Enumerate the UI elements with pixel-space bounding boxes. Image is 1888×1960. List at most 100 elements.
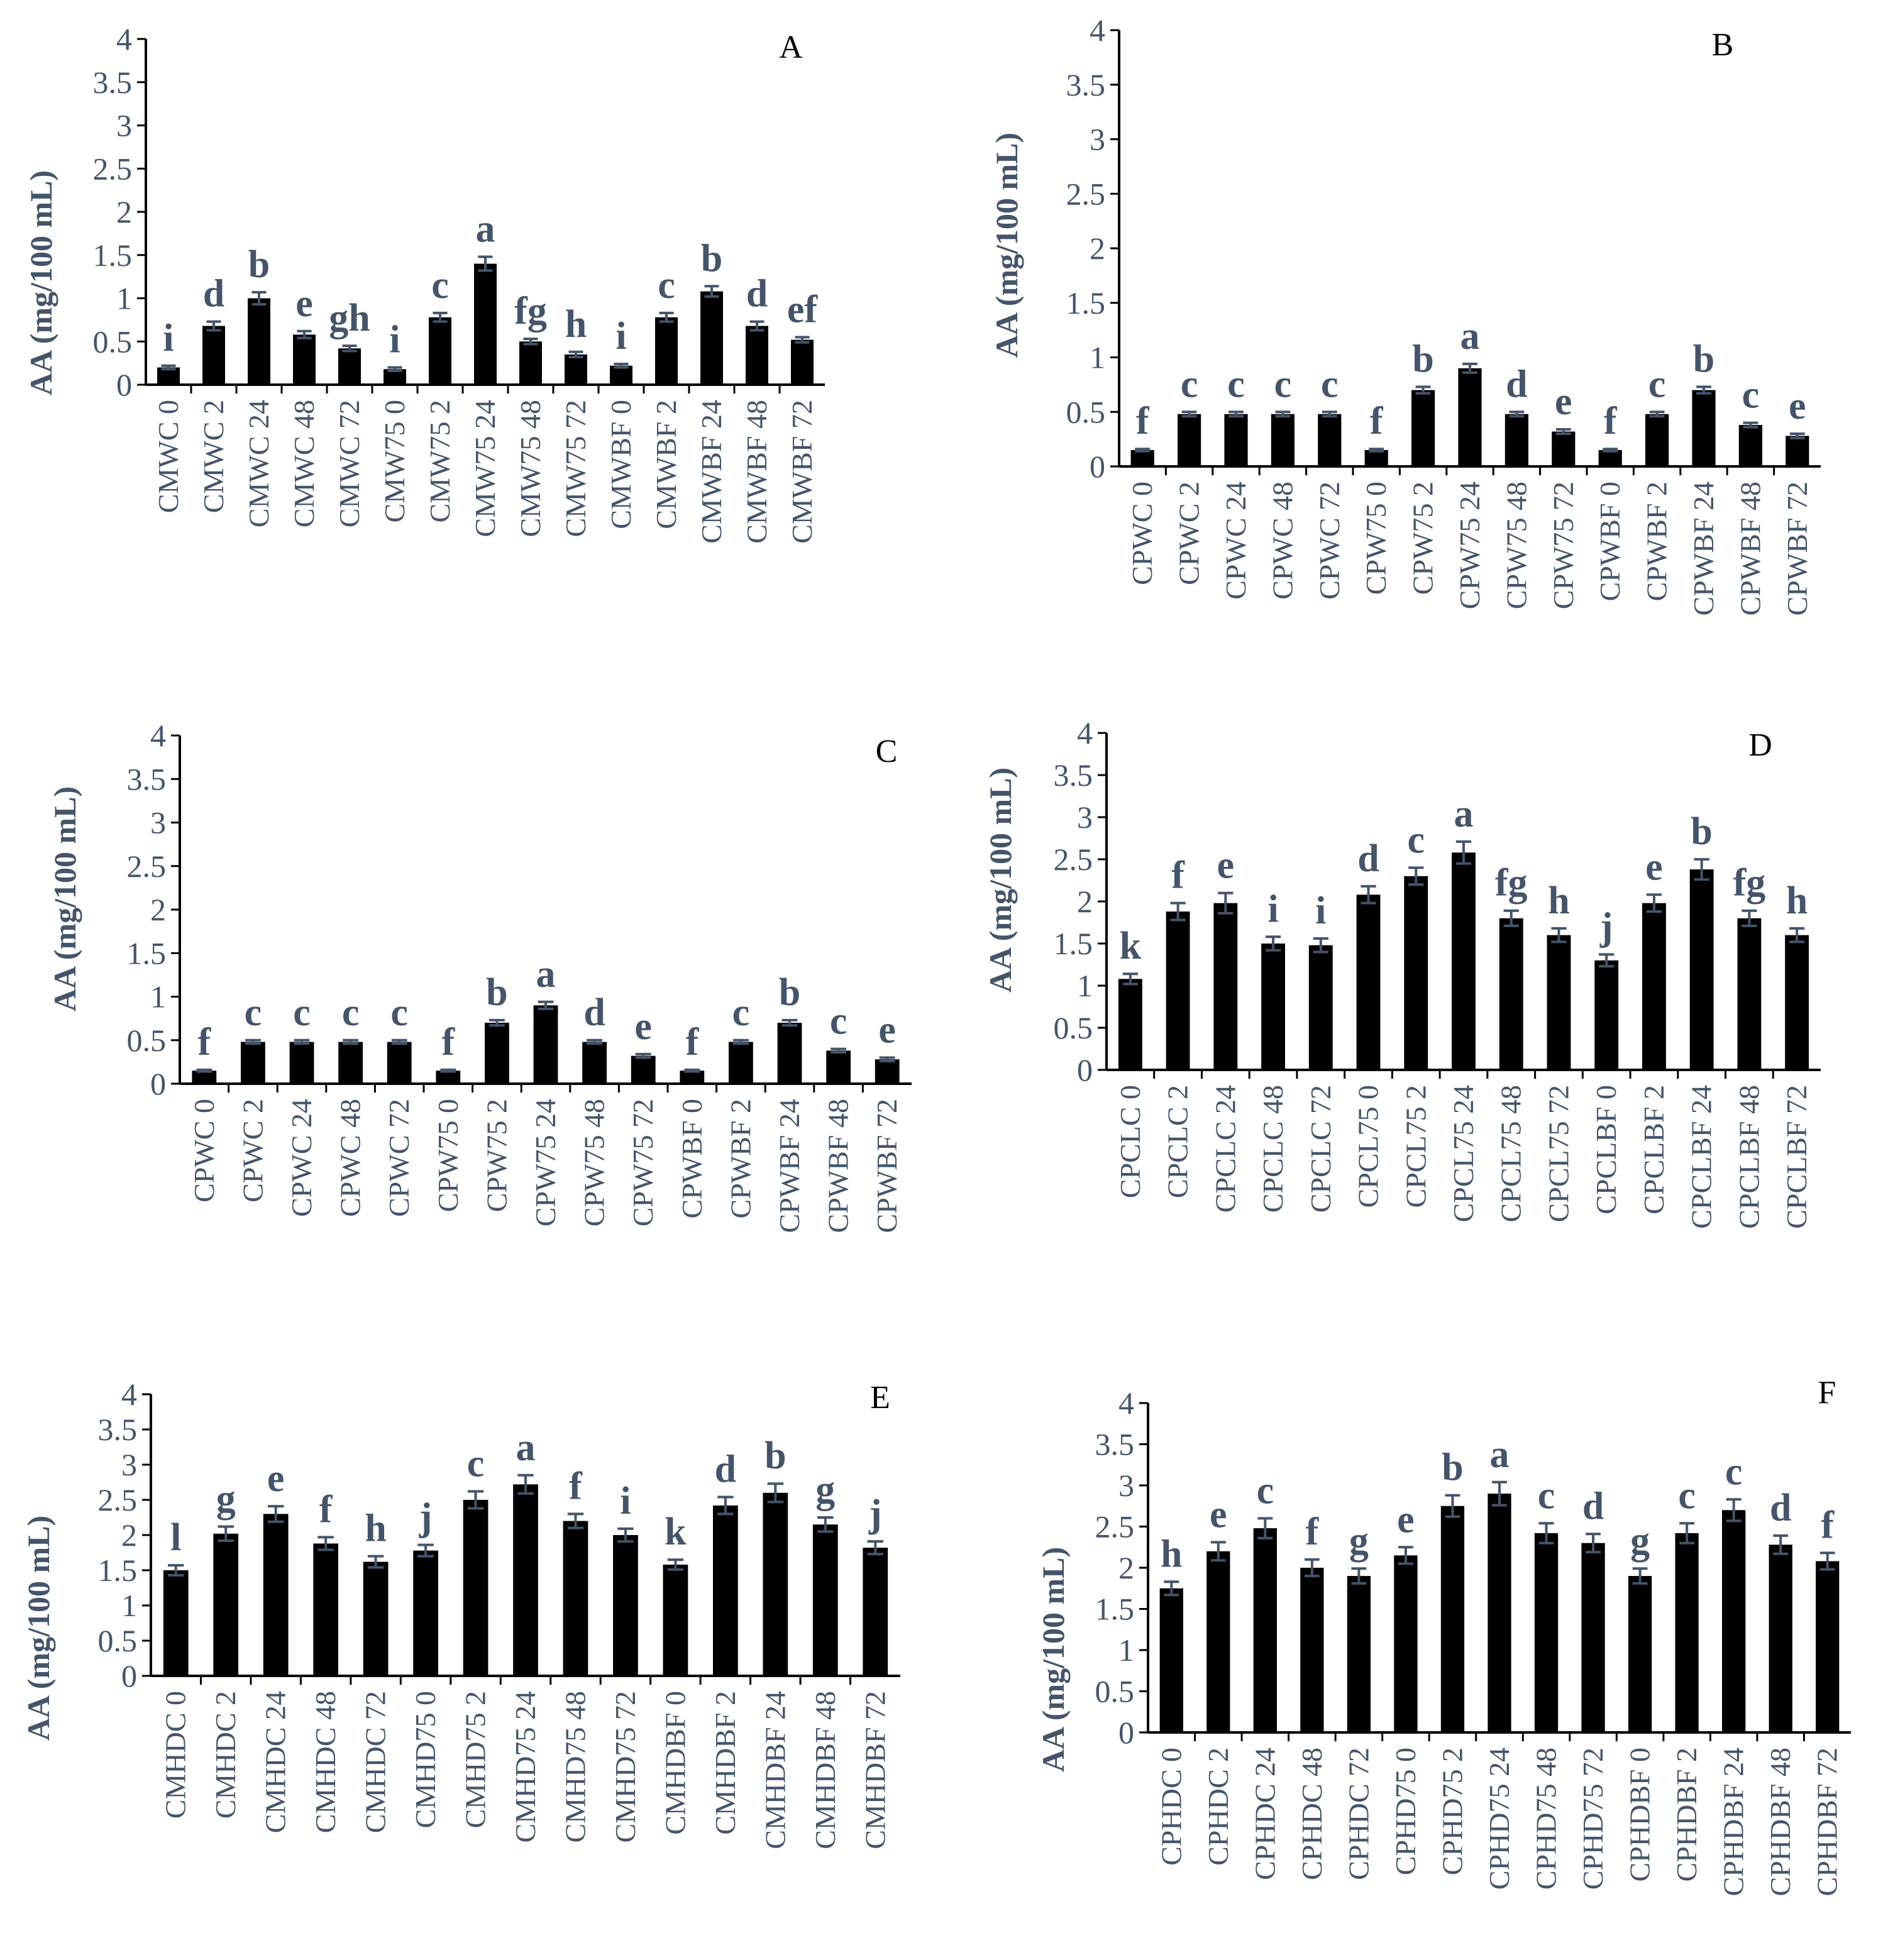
bar: [875, 1059, 900, 1084]
bar: [613, 1535, 638, 1676]
bar: [1404, 876, 1428, 1070]
significance-letter: d: [1506, 363, 1527, 405]
significance-letter: h: [1548, 879, 1569, 922]
bar: [1689, 869, 1714, 1070]
bar: [1534, 1533, 1559, 1732]
x-tick-label: CMHD75 24: [509, 1691, 541, 1843]
significance-letter: a: [516, 1426, 536, 1469]
significance-letter: b: [765, 1434, 786, 1477]
bar: [1394, 1555, 1418, 1732]
bar: [729, 1042, 753, 1084]
x-tick-label: CMWBF 48: [741, 400, 773, 544]
significance-letter: gh: [329, 297, 370, 339]
bar: [563, 1521, 588, 1676]
significance-letter: d: [203, 273, 224, 316]
bar: [1785, 935, 1809, 1070]
y-tick-label: 0: [1118, 1715, 1134, 1750]
bar: [565, 354, 587, 385]
bar: [387, 1042, 412, 1084]
significance-letter: a: [1460, 315, 1480, 358]
bar: [1318, 414, 1342, 466]
x-tick-label: CPCL75 72: [1542, 1085, 1574, 1223]
bar: [1642, 903, 1666, 1070]
x-tick-label: CPHDC 2: [1202, 1748, 1234, 1866]
significance-letter: a: [476, 208, 495, 251]
bar: [513, 1484, 538, 1676]
bar: [533, 1005, 558, 1084]
significance-letter: b: [701, 237, 722, 280]
bar: [1547, 935, 1571, 1070]
y-tick-label: 3.5: [1066, 67, 1106, 102]
significance-letter: f: [1370, 400, 1384, 443]
bar: [1692, 390, 1716, 466]
x-tick-label: CMHD75 2: [460, 1691, 492, 1829]
x-tick-label: CPWC 2: [236, 1099, 268, 1203]
y-tick-label: 0: [116, 367, 132, 402]
bar: [1271, 414, 1295, 466]
x-tick-label: CPW75 2: [1407, 482, 1439, 595]
bar: [202, 326, 225, 385]
bar: [338, 348, 361, 385]
y-tick-label: 1: [150, 979, 166, 1015]
bar: [289, 1042, 314, 1084]
bar: [1308, 945, 1333, 1070]
bar: [777, 1023, 802, 1084]
significance-letter: f: [441, 1021, 455, 1064]
bar: [631, 1055, 656, 1084]
y-tick-label: 3: [1077, 800, 1093, 835]
significance-letter: i: [1267, 888, 1278, 930]
panel-label: D: [1748, 727, 1772, 763]
y-tick-label: 0.5: [1054, 1010, 1093, 1045]
bar: [1552, 431, 1576, 466]
y-tick-label: 0.5: [98, 1623, 138, 1658]
significance-letter: c: [1408, 818, 1425, 861]
significance-letter: d: [1582, 1485, 1604, 1528]
bar: [746, 326, 768, 385]
significance-letter: e: [634, 1005, 652, 1048]
significance-letter: f: [1171, 854, 1185, 897]
x-tick-label: CMWBF 2: [650, 400, 682, 529]
y-tick-label: 2: [1118, 1550, 1134, 1585]
x-tick-label: CMHDBF 0: [659, 1691, 691, 1835]
y-tick-label: 4: [1118, 1385, 1134, 1421]
bar: [1816, 1561, 1840, 1732]
bar: [429, 317, 451, 385]
y-axis-title: AA (mg/100 mL): [47, 786, 82, 1011]
y-tick-label: 3.5: [1054, 757, 1093, 793]
x-tick-label: CPW75 48: [578, 1099, 610, 1226]
x-tick-label: CMHDC 2: [209, 1691, 241, 1819]
significance-letter: e: [1210, 1493, 1227, 1536]
x-tick-label: CPWC 0: [188, 1099, 220, 1203]
significance-letter: c: [390, 991, 408, 1034]
bar: [663, 1565, 688, 1676]
x-tick-label: CPW75 24: [1454, 482, 1486, 609]
significance-letter: i: [616, 315, 626, 358]
x-tick-label: CPCLC 24: [1209, 1085, 1241, 1213]
y-axis-title: AA (mg/100 mL): [23, 170, 58, 395]
x-tick-label: CPWBF 0: [676, 1099, 708, 1218]
significance-letter: e: [1789, 385, 1806, 427]
x-tick-label: CPW75 72: [1547, 482, 1579, 609]
significance-letter: fg: [514, 290, 547, 333]
significance-letter: fg: [1733, 862, 1766, 905]
bar: [763, 1492, 788, 1676]
x-tick-label: CPW75 48: [1500, 482, 1532, 609]
y-tick-label: 1.5: [98, 1553, 138, 1588]
x-tick-label: CPCL75 0: [1352, 1085, 1384, 1208]
bar: [1581, 1543, 1605, 1732]
x-tick-label: CPHDC 48: [1296, 1748, 1328, 1880]
bar: [1253, 1528, 1277, 1732]
significance-letter: a: [1490, 1433, 1510, 1476]
significance-letter: c: [830, 1000, 847, 1043]
bar: [1737, 918, 1762, 1070]
significance-letter: c: [1257, 1469, 1274, 1512]
y-tick-label: 4: [1077, 715, 1093, 751]
significance-letter: b: [486, 971, 507, 1014]
bar: [1159, 1588, 1183, 1732]
x-tick-label: CPHDBF 0: [1624, 1748, 1656, 1881]
significance-letter: c: [245, 991, 262, 1034]
x-tick-label: CPCLBF 72: [1780, 1085, 1813, 1229]
chart-panel-a: 0 0.5 1 1.5 2 2.5 3 3.5 4 AA (mg/100 mL) Ai CMWC 0 d…: [23, 21, 825, 544]
panel-label: E: [870, 1380, 890, 1416]
significance-letter: h: [1786, 879, 1808, 922]
